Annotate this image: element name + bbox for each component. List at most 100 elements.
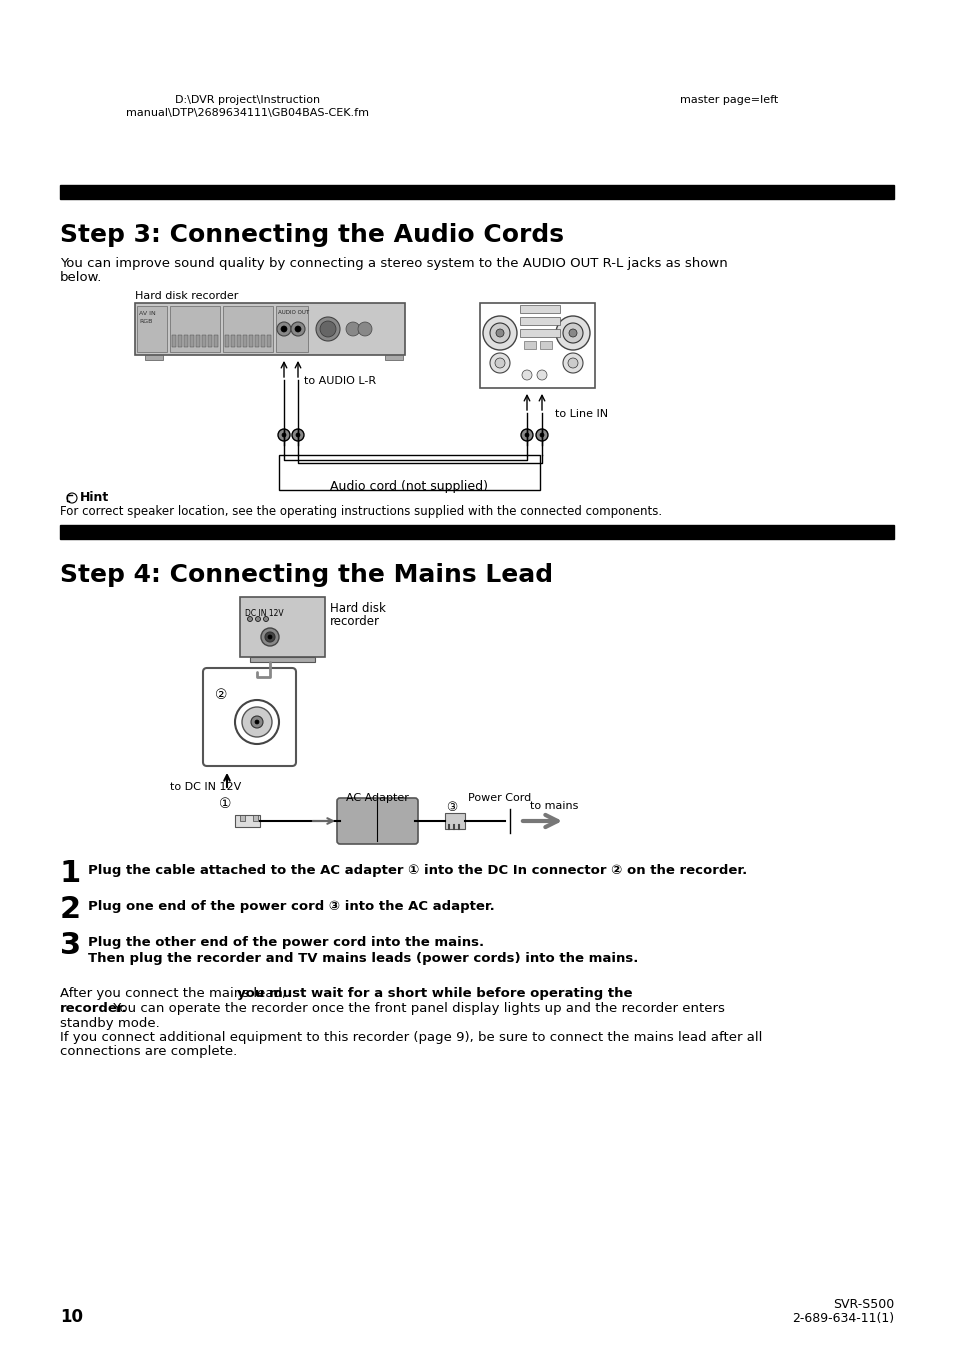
Bar	[275, 305, 308, 353]
Text: Plug the cable attached to the AC adapter ① into the DC In connector ② on the re: Plug the cable attached to the AC adapte…	[88, 865, 746, 877]
Bar	[190, 335, 193, 347]
Bar	[278, 455, 539, 490]
Bar	[519, 317, 559, 326]
Text: Hard disk recorder: Hard disk recorder	[135, 290, 238, 301]
Text: Step 3: Connecting the Audio Cords: Step 3: Connecting the Audio Cords	[60, 223, 563, 247]
Circle shape	[568, 330, 577, 336]
FancyBboxPatch shape	[336, 798, 417, 844]
Circle shape	[562, 353, 582, 373]
Circle shape	[482, 316, 517, 350]
Text: 1: 1	[60, 859, 81, 888]
Text: Audio cord (not supplied): Audio cord (not supplied)	[330, 480, 488, 493]
Circle shape	[295, 434, 299, 436]
Text: AC Adapter: AC Adapter	[345, 793, 408, 802]
Bar	[261, 335, 265, 347]
Bar	[225, 335, 229, 347]
Bar	[213, 335, 218, 347]
Text: You can improve sound quality by connecting a stereo system to the AUDIO OUT R-L: You can improve sound quality by connect…	[60, 257, 727, 270]
Bar	[243, 335, 247, 347]
Bar	[231, 335, 234, 347]
Text: ②: ②	[214, 688, 227, 703]
Text: you must wait for a short while before operating the: you must wait for a short while before o…	[236, 988, 632, 1000]
Text: AUDIO OUT: AUDIO OUT	[277, 309, 309, 315]
Text: 2-689-634-11(1): 2-689-634-11(1)	[791, 1312, 893, 1325]
Circle shape	[251, 716, 263, 728]
Text: 10: 10	[60, 1308, 83, 1325]
Circle shape	[281, 326, 287, 332]
Text: RGB: RGB	[139, 319, 152, 324]
Text: Power Cord: Power Cord	[468, 793, 531, 802]
Bar	[539, 340, 552, 349]
Circle shape	[567, 358, 578, 367]
Circle shape	[315, 317, 339, 340]
Text: AV IN: AV IN	[139, 311, 155, 316]
Circle shape	[282, 434, 286, 436]
Circle shape	[263, 616, 268, 621]
Bar	[253, 815, 257, 821]
Text: If you connect additional equipment to this recorder (page 9), be sure to connec: If you connect additional equipment to t…	[60, 1031, 761, 1044]
Circle shape	[524, 434, 529, 436]
Circle shape	[292, 430, 304, 440]
Bar	[267, 335, 271, 347]
Text: Then plug the recorder and TV mains leads (power cords) into the mains.: Then plug the recorder and TV mains lead…	[88, 952, 638, 965]
Text: Step 4: Connecting the Mains Lead: Step 4: Connecting the Mains Lead	[60, 563, 553, 586]
Bar	[202, 335, 206, 347]
Bar	[240, 815, 245, 821]
Circle shape	[357, 322, 372, 336]
Text: 2: 2	[60, 894, 81, 924]
FancyBboxPatch shape	[240, 597, 325, 657]
Text: ①: ①	[219, 797, 232, 811]
FancyBboxPatch shape	[135, 303, 405, 355]
Text: manual\DTP\2689634111\GB04BAS-CEK.fm: manual\DTP\2689634111\GB04BAS-CEK.fm	[127, 108, 369, 118]
Bar	[249, 335, 253, 347]
Circle shape	[254, 720, 258, 724]
Circle shape	[234, 700, 278, 744]
Bar	[170, 305, 220, 353]
Bar	[523, 340, 536, 349]
Circle shape	[276, 322, 291, 336]
Text: standby mode.: standby mode.	[60, 1017, 159, 1029]
Bar	[234, 815, 260, 827]
Circle shape	[291, 322, 305, 336]
Circle shape	[319, 322, 335, 336]
Text: D:\DVR project\Instruction: D:\DVR project\Instruction	[175, 95, 320, 105]
Bar	[519, 330, 559, 336]
Bar	[60, 526, 893, 539]
Circle shape	[537, 370, 546, 380]
Bar	[250, 657, 314, 662]
Bar	[145, 355, 163, 359]
Circle shape	[255, 616, 260, 621]
Text: You can operate the recorder once the front panel display lights up and the reco: You can operate the recorder once the fr…	[109, 1002, 723, 1015]
Text: recorder: recorder	[330, 615, 379, 628]
Bar	[178, 335, 182, 347]
Circle shape	[67, 493, 77, 503]
Bar	[172, 335, 175, 347]
Bar	[444, 813, 464, 830]
Circle shape	[490, 323, 510, 343]
Text: Hard disk: Hard disk	[330, 603, 385, 615]
Circle shape	[539, 434, 543, 436]
Text: Plug the other end of the power cord into the mains.: Plug the other end of the power cord int…	[88, 936, 483, 948]
Circle shape	[496, 330, 503, 336]
Circle shape	[521, 370, 532, 380]
Bar	[137, 305, 167, 353]
Circle shape	[562, 323, 582, 343]
Circle shape	[294, 326, 301, 332]
Text: to Line IN: to Line IN	[555, 409, 607, 419]
Text: to AUDIO L-R: to AUDIO L-R	[304, 376, 375, 386]
Bar	[60, 185, 893, 199]
Text: to mains: to mains	[530, 801, 578, 811]
Bar	[236, 335, 241, 347]
Bar	[223, 305, 273, 353]
Text: For correct speaker location, see the operating instructions supplied with the c: For correct speaker location, see the op…	[60, 505, 661, 517]
Bar	[184, 335, 188, 347]
Circle shape	[242, 707, 272, 738]
Circle shape	[268, 635, 272, 639]
Circle shape	[520, 430, 533, 440]
Text: SVR-S500: SVR-S500	[832, 1298, 893, 1310]
Bar	[385, 355, 402, 359]
Text: recorder.: recorder.	[60, 1002, 128, 1015]
Circle shape	[556, 316, 589, 350]
Text: ③: ③	[446, 801, 457, 815]
Bar	[479, 303, 595, 388]
